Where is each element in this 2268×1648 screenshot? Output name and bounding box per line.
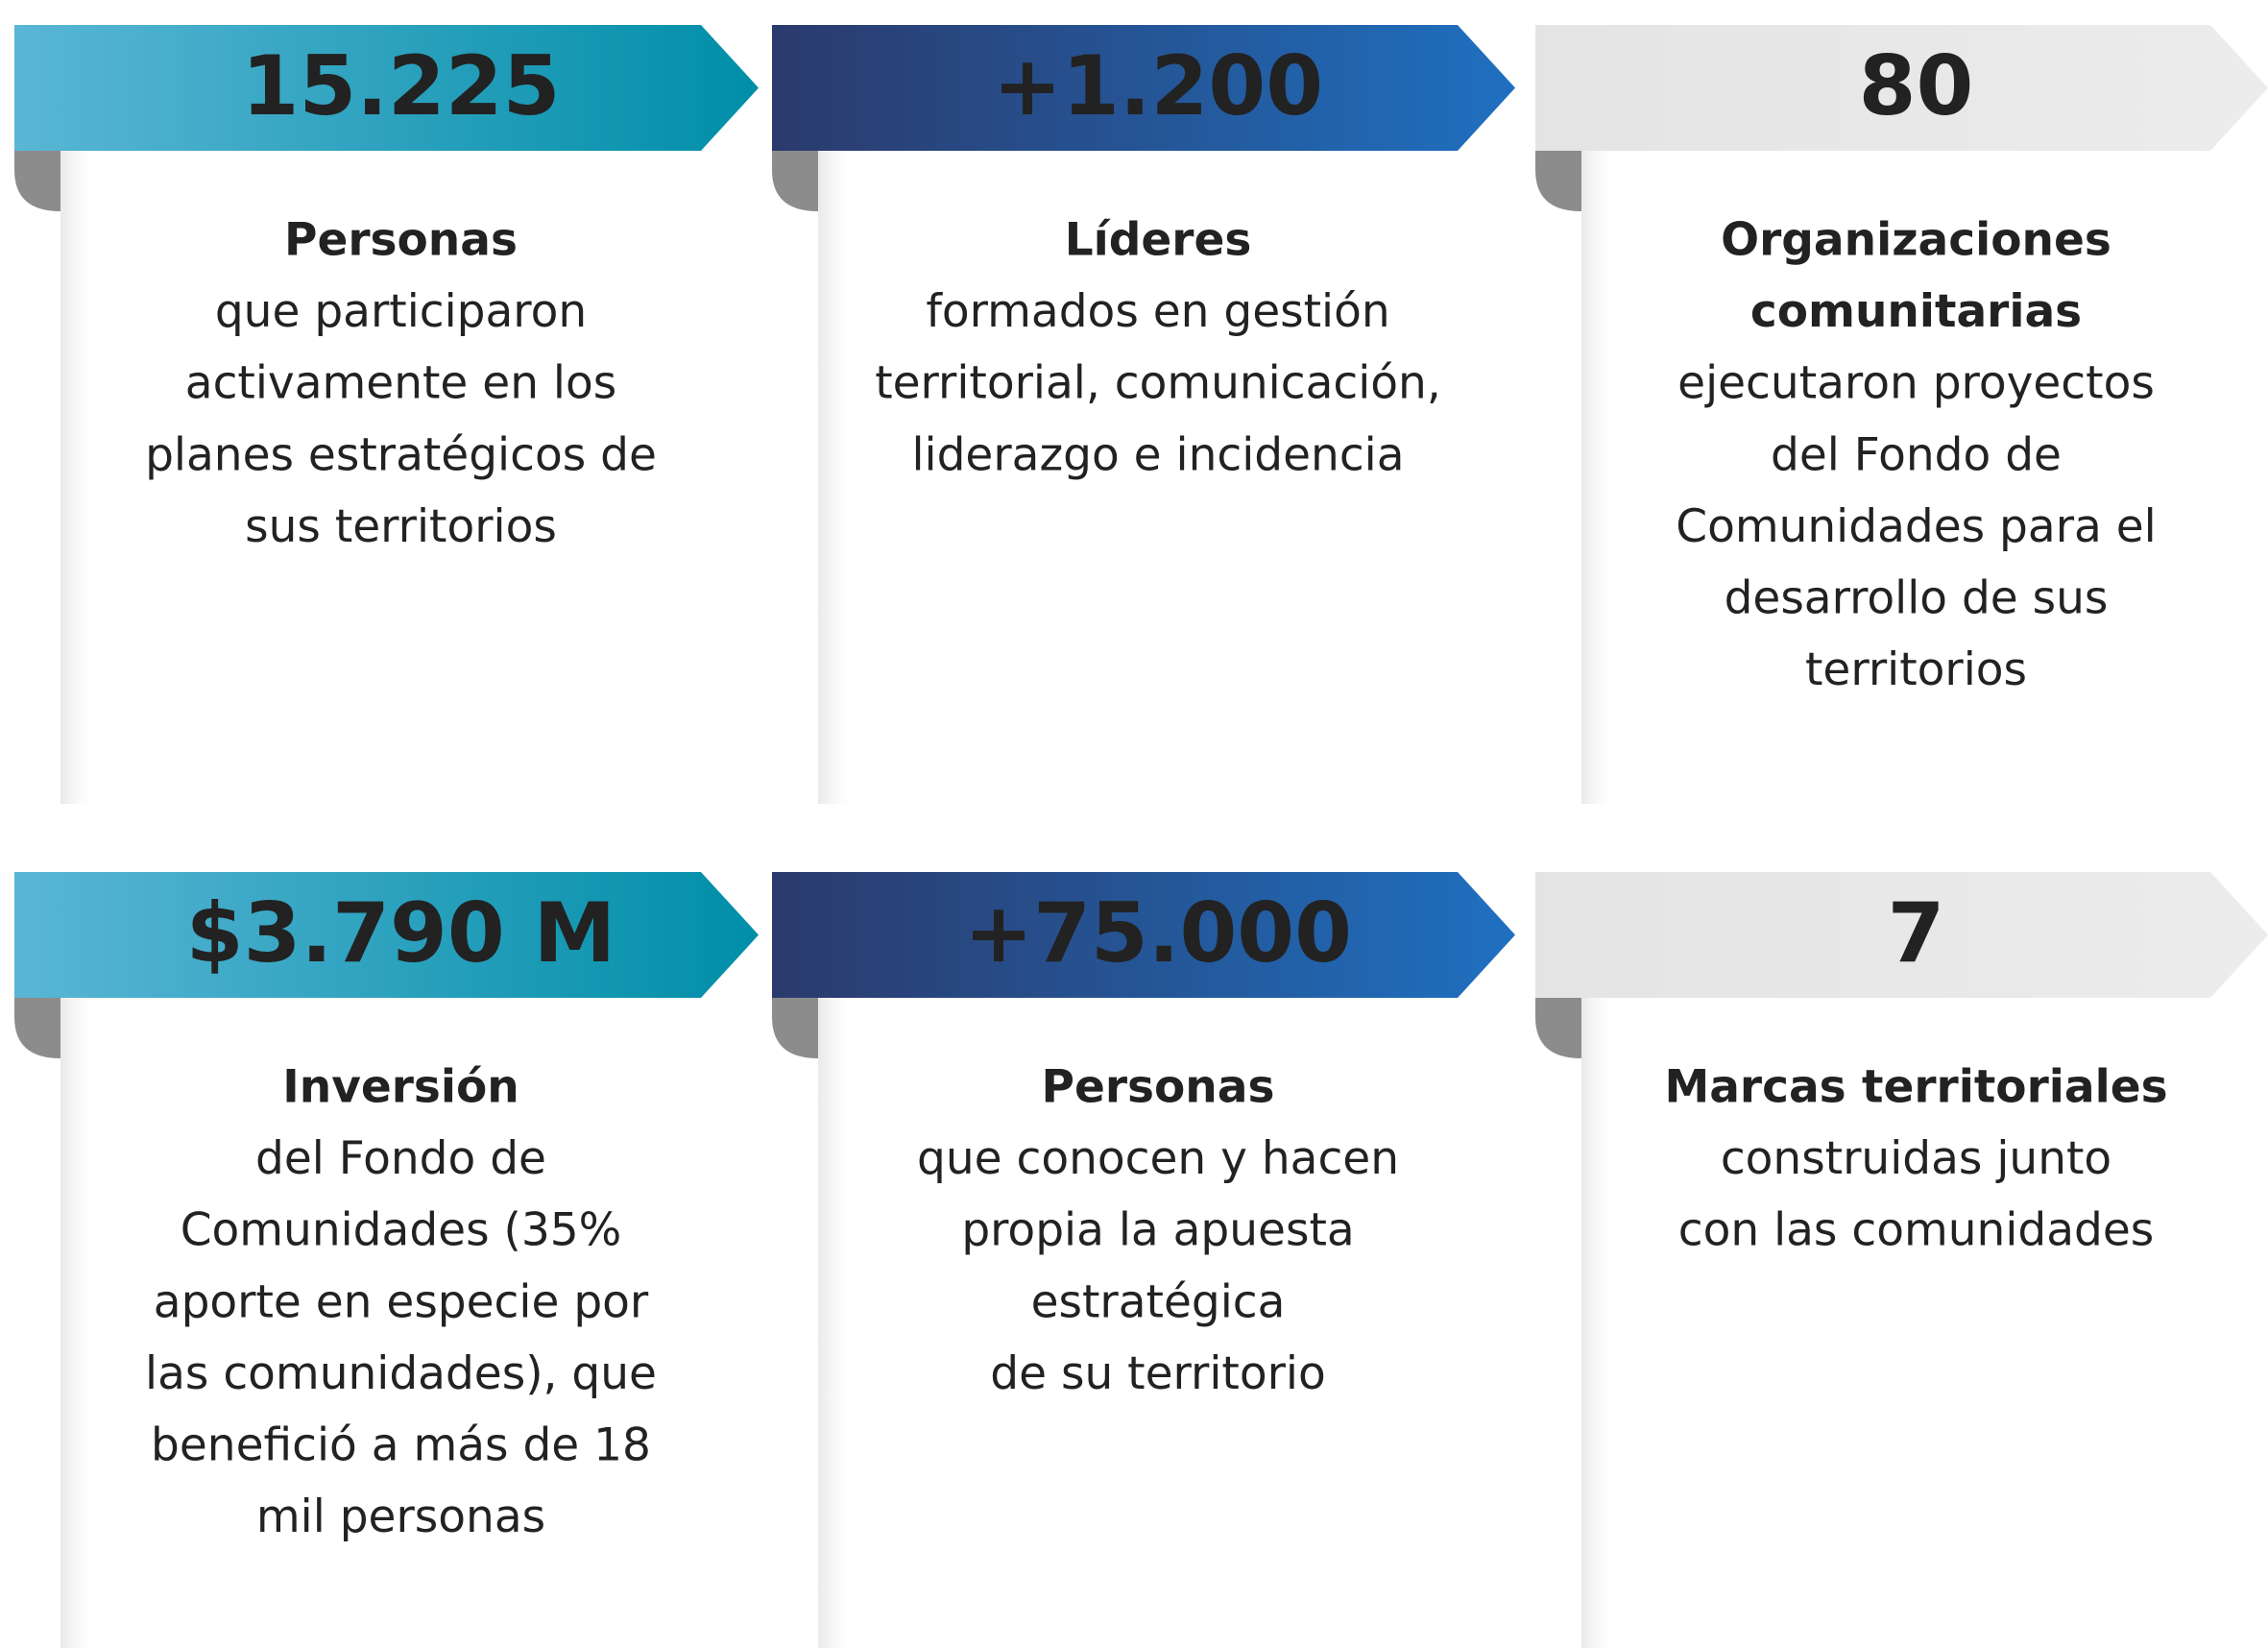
card-value: +75.000: [964, 885, 1352, 982]
card-heading: Organizaciones: [1721, 214, 2111, 267]
card-heading: comunitarias: [1750, 285, 2082, 338]
card-shadow: [60, 998, 99, 1648]
card-text: del Fondo de: [1771, 428, 2062, 481]
card-value: 7: [1888, 885, 1945, 982]
card-value: $3.790 M: [186, 885, 615, 982]
ribbon: [772, 25, 1515, 151]
card-text: Comunidades para el: [1676, 500, 2156, 553]
card-shadow: [818, 998, 857, 1648]
ribbon: [1535, 872, 2268, 998]
ribbon-fold: [14, 151, 60, 211]
card-value: +1.200: [993, 38, 1323, 134]
card-text: liderazgo e incidencia: [911, 428, 1404, 481]
card-text: aporte en especie por: [154, 1275, 649, 1328]
ribbon-fold: [14, 998, 60, 1058]
card-heading: Personas: [1042, 1061, 1275, 1114]
card-text: ejecutaron proyectos: [1677, 357, 2155, 410]
card-text: benefició a más de 18: [151, 1419, 651, 1472]
card-text: desarrollo de sus: [1725, 572, 2109, 625]
card-heading: Personas: [284, 214, 518, 267]
card-text: formados en gestión: [926, 285, 1389, 338]
ribbon-fold: [1535, 998, 1581, 1058]
card-shadow: [60, 151, 99, 804]
ribbon: [14, 25, 759, 151]
card-heading: Líderes: [1065, 214, 1252, 267]
card-shadow: [818, 151, 857, 804]
card-heading: Inversión: [282, 1061, 519, 1114]
card-text: que participaron: [215, 285, 587, 338]
card-text: Comunidades (35%: [181, 1204, 622, 1257]
card-text: territorial, comunicación,: [875, 357, 1441, 410]
card-text: con las comunidades: [1678, 1204, 2155, 1257]
ribbon: [772, 872, 1515, 998]
card-text: que conocen y hacen: [917, 1132, 1399, 1185]
card-text: mil personas: [256, 1490, 545, 1543]
card-text: del Fondo de: [255, 1132, 546, 1185]
card-shadow: [1581, 151, 1620, 804]
ribbon: [1535, 25, 2268, 151]
ribbon-fold: [1535, 151, 1581, 211]
card-value: 80: [1859, 38, 1974, 134]
card-value: 15.225: [242, 38, 561, 134]
card-heading: Marcas territoriales: [1664, 1061, 2167, 1114]
card-text: construidas junto: [1721, 1132, 2111, 1185]
ribbon-fold: [772, 151, 818, 211]
ribbon: [14, 872, 759, 998]
ribbon-fold: [772, 998, 818, 1058]
card-text: de su territorio: [990, 1347, 1325, 1400]
card-text: propia la apuesta: [961, 1204, 1354, 1257]
card-text: planes estratégicos de: [145, 428, 657, 481]
card-text: estratégica: [1031, 1275, 1286, 1328]
card-text: las comunidades), que: [145, 1347, 657, 1400]
card-text: activamente en los: [185, 357, 616, 410]
card-text: territorios: [1805, 643, 2027, 696]
card-text: sus territorios: [245, 500, 557, 553]
card-shadow: [1581, 998, 1620, 1648]
